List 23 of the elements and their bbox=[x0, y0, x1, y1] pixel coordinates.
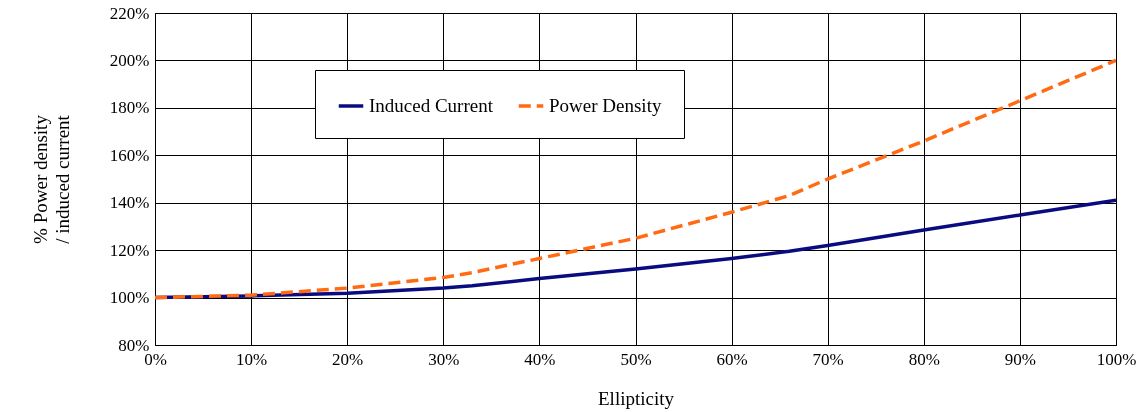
x-tick-label: 40% bbox=[524, 349, 556, 369]
y-tick-label: 160% bbox=[109, 145, 150, 165]
x-tick-label: 100% bbox=[1096, 349, 1137, 369]
legend-label: Induced Current bbox=[369, 95, 494, 116]
legend-label: Power Density bbox=[549, 95, 662, 116]
x-tick-label: 30% bbox=[428, 349, 460, 369]
x-tick-label: 50% bbox=[620, 349, 652, 369]
x-tick-label: 20% bbox=[332, 349, 364, 369]
y-tick-label: 140% bbox=[109, 193, 150, 213]
x-tick-label: 10% bbox=[236, 349, 268, 369]
x-tick-label: 90% bbox=[1004, 349, 1036, 369]
x-tick-label: 60% bbox=[716, 349, 748, 369]
x-tick-label: 80% bbox=[908, 349, 940, 369]
line-series bbox=[155, 58, 1116, 300]
y-tick-label: 220% bbox=[109, 3, 150, 23]
y-tick-label: 100% bbox=[109, 288, 150, 308]
x-tick-label: 70% bbox=[812, 349, 844, 369]
y-tick-label: 200% bbox=[109, 50, 150, 70]
y-tick-label: 180% bbox=[109, 98, 150, 118]
x-axis-title: Ellipticity bbox=[598, 387, 675, 409]
y-tick-label: 120% bbox=[109, 240, 150, 260]
y-tick-label: 80% bbox=[118, 335, 150, 355]
y-axis-title: % Power density / induced current bbox=[29, 114, 73, 244]
